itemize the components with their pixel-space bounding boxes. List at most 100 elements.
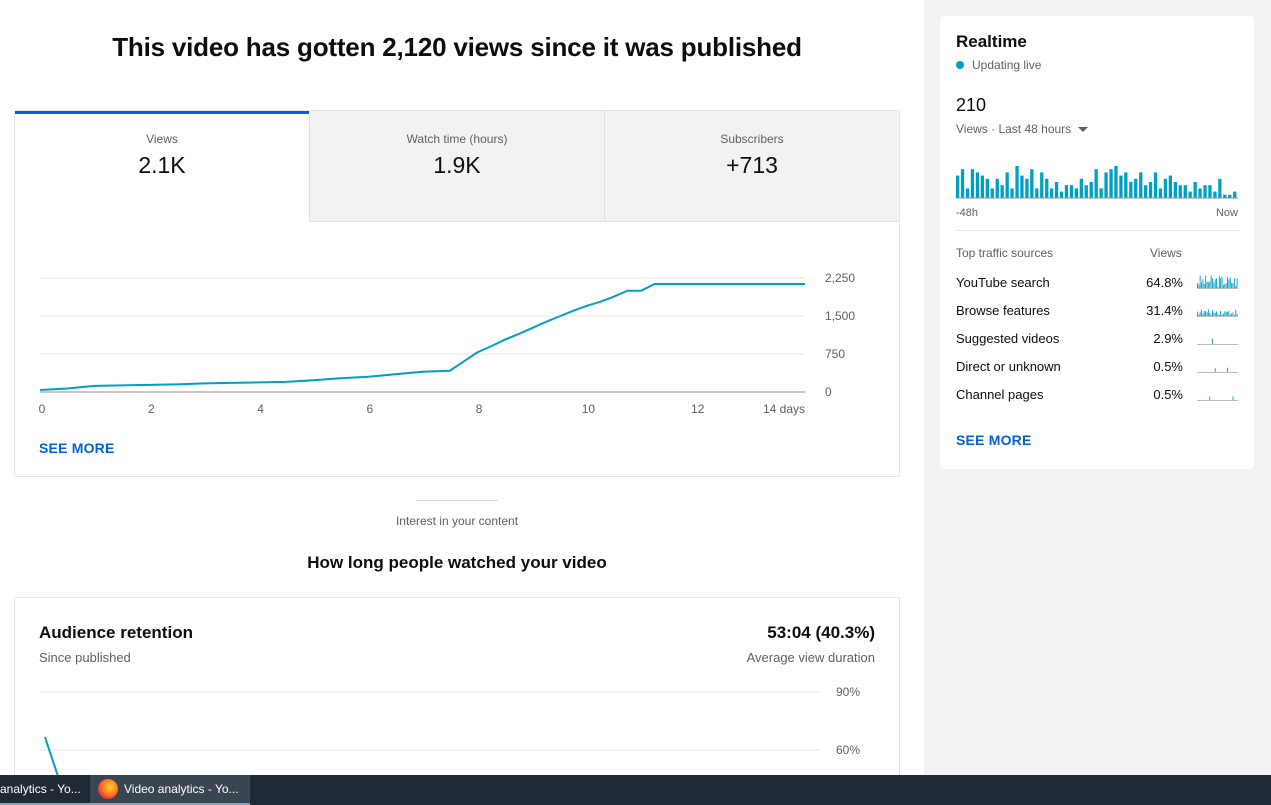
realtime-bar [1124, 172, 1128, 198]
views-y-tick: 750 [825, 347, 845, 361]
sparkline-bar [1220, 278, 1222, 289]
realtime-bar [1213, 191, 1217, 198]
sparkline-bar [1228, 279, 1230, 289]
sparkline-bar [1223, 285, 1224, 289]
realtime-status: Updating live [956, 58, 1041, 72]
views-x-tick: 8 [476, 402, 483, 416]
realtime-bar [965, 188, 970, 198]
sparkline-bar [1228, 310, 1230, 317]
firefox-icon [98, 779, 118, 799]
traffic-sparkline [1197, 309, 1238, 317]
realtime-bar [1168, 175, 1172, 198]
realtime-bar [990, 188, 994, 198]
live-dot-icon [956, 61, 964, 69]
realtime-bar [1059, 191, 1064, 198]
interest-label: Interest in your content [395, 514, 519, 528]
traffic-sparkline [1197, 275, 1238, 289]
views-x-tick: 6 [367, 402, 374, 416]
realtime-bar [1144, 185, 1148, 198]
traffic-source-row[interactable]: Channel pages 0.5% [956, 380, 1238, 408]
traffic-source-pct: 31.4% [1146, 303, 1183, 318]
sparkline-bar [1218, 276, 1220, 289]
realtime-bar [1015, 166, 1019, 198]
sparkline-bar [1203, 284, 1205, 289]
realtime-bar [970, 169, 975, 198]
sparkline-bar [1199, 275, 1201, 289]
realtime-bar [985, 178, 989, 198]
views-y-tick: 2,250 [825, 271, 855, 285]
sparkline-bar [1229, 277, 1231, 289]
traffic-source-row[interactable]: YouTube search 64.8% [956, 268, 1238, 296]
sparkline-bar [1225, 311, 1227, 317]
views-series-line [39, 283, 805, 391]
sparkline-bar [1225, 283, 1227, 289]
realtime-bar [1134, 178, 1138, 198]
realtime-bar [1099, 188, 1103, 198]
sparkline-bar [1217, 286, 1219, 289]
traffic-source-row[interactable]: Suggested videos 2.9% [956, 324, 1238, 352]
realtime-bar [1094, 169, 1098, 198]
sparkline-bar [1202, 279, 1204, 289]
realtime-bar [1084, 185, 1088, 198]
realtime-bar [1198, 188, 1202, 198]
retention-series-line [44, 736, 59, 775]
realtime-bar [1228, 194, 1232, 198]
realtime-card: Realtime Updating live 210 Views · Last … [940, 16, 1254, 469]
realtime-bar [1223, 194, 1227, 198]
tab-subscribers[interactable]: Subscribers +713 [604, 111, 899, 222]
views-x-tick: 4 [257, 402, 264, 416]
views-see-more-link[interactable]: SEE MORE [39, 440, 115, 456]
views-line-chart[interactable]: 0 750 1,500 2,250 0 2 4 6 8 10 12 14 days [15, 256, 899, 426]
tab-views[interactable]: Views 2.1K [15, 111, 309, 222]
realtime-bar [1020, 175, 1024, 198]
sparkline-bar [1212, 310, 1213, 317]
realtime-separator [956, 230, 1238, 231]
sparkline-bar [1203, 311, 1205, 317]
retention-y-tick: 90% [836, 685, 860, 699]
sparkline-bar [1233, 278, 1235, 289]
traffic-source-row[interactable]: Direct or unknown 0.5% [956, 352, 1238, 380]
sparkline-bar [1207, 282, 1209, 289]
sparkline-bar [1214, 312, 1216, 317]
realtime-bar [1054, 182, 1059, 198]
realtime-bar [956, 175, 960, 198]
realtime-status-text: Updating live [972, 58, 1042, 72]
traffic-source-pct: 0.5% [1153, 387, 1183, 402]
realtime-bar [975, 172, 980, 198]
realtime-bar [1089, 182, 1093, 198]
traffic-sparkline [1197, 367, 1238, 373]
section-divider [416, 500, 498, 501]
sparkline-bar [1235, 309, 1237, 317]
taskbar-item-analytics[interactable]: analytics - Yo... [0, 775, 90, 805]
traffic-source-row[interactable]: Browse features 31.4% [956, 296, 1238, 324]
sparkline-bar [1207, 309, 1209, 317]
sparkline-bar [1227, 277, 1228, 289]
sparkline-bar [1198, 284, 1200, 289]
realtime-bar [1064, 185, 1069, 198]
retention-y-tick: 60% [836, 743, 860, 757]
traffic-source-name: Channel pages [956, 387, 1044, 402]
realtime-bar [1050, 188, 1054, 198]
tab-watch-time-value: 1.9K [433, 152, 481, 178]
traffic-source-name: YouTube search [956, 275, 1050, 290]
taskbar-item-label: Video analytics - Yo... [124, 782, 239, 796]
realtime-bar [1119, 175, 1123, 198]
realtime-bar [1163, 178, 1168, 198]
retention-line-chart[interactable]: 90% 60% [15, 678, 899, 775]
realtime-bar-chart[interactable] [956, 162, 1238, 200]
tab-watch-time[interactable]: Watch time (hours) 1.9K [309, 111, 604, 222]
page-headline: This video has gotten 2,120 views since … [112, 32, 802, 62]
taskbar-item-video-analytics[interactable]: Video analytics - Yo... [90, 775, 250, 805]
main-content: This video has gotten 2,120 views since … [14, 32, 900, 775]
average-view-duration-value: 53:04 (40.3%) [767, 623, 875, 642]
traffic-sparkline [1197, 338, 1238, 345]
sparkline-bar [1199, 312, 1201, 317]
realtime-bar [1139, 172, 1143, 198]
sparkline-bar [1235, 285, 1237, 289]
sparkline-bar [1212, 278, 1213, 289]
tab-views-label: Views [146, 132, 178, 146]
realtime-period-dropdown[interactable]: Views · Last 48 hours [956, 122, 1089, 136]
realtime-see-more-link[interactable]: SEE MORE [956, 432, 1032, 448]
views-y-tick: 1,500 [825, 309, 855, 323]
sparkline-bar [1232, 283, 1234, 289]
